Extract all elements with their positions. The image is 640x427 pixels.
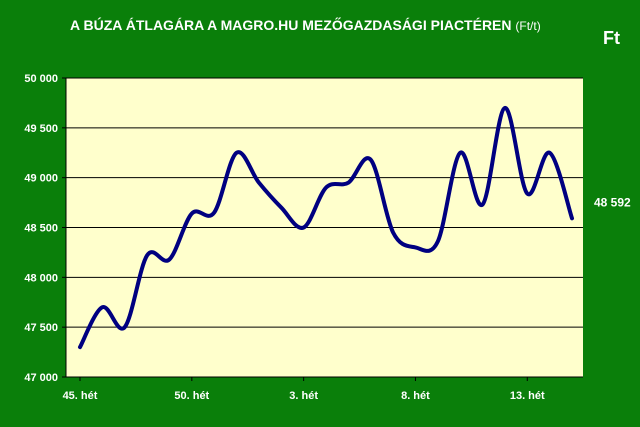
- series-line: [78, 105, 574, 350]
- y-tick-label: 49 000: [24, 173, 58, 185]
- y-tick-label: 49 500: [24, 123, 58, 135]
- x-tick-label: 50. hét: [174, 390, 209, 402]
- y-tick-label: 50 000: [24, 73, 58, 85]
- unit-label: Ft: [603, 28, 620, 48]
- chart-title: A BÚZA ÁTLAGÁRA A MAGRO.HU MEZŐGAZDASÁGI…: [70, 17, 541, 33]
- chart-title-text: A BÚZA ÁTLAGÁRA A MAGRO.HU MEZŐGAZDASÁGI…: [70, 17, 512, 33]
- chart-title-unit: (Ft/t): [515, 19, 541, 33]
- x-tick-label: 3. hét: [289, 390, 318, 402]
- last-value-label: 48 592: [594, 195, 631, 209]
- y-tick-label: 48 500: [24, 223, 58, 235]
- x-tick-label: 13. hét: [510, 390, 545, 402]
- y-tick-label: 48 000: [24, 272, 58, 284]
- x-tick-label: 45. hét: [63, 390, 98, 402]
- y-tick-label: 47 000: [24, 372, 58, 384]
- y-tick-label: 47 500: [24, 322, 58, 334]
- x-tick-label: 8. hét: [401, 390, 430, 402]
